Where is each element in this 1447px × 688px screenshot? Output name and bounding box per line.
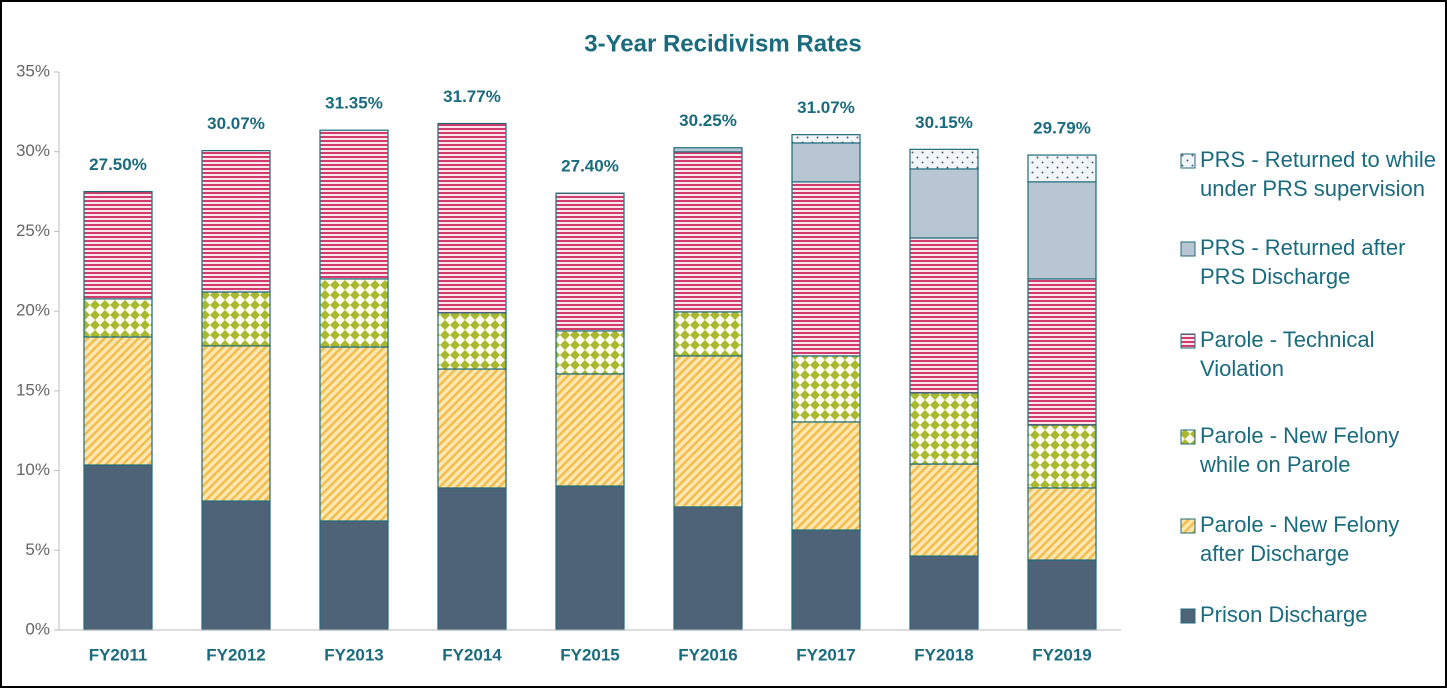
total-label: 30.07%: [207, 114, 265, 133]
x-tick-label: FY2012: [206, 645, 266, 664]
bar-segment: [437, 312, 507, 370]
bar-segment: [909, 392, 979, 465]
y-tick-label: 5%: [25, 540, 50, 559]
bar-segment: [83, 336, 153, 466]
bar-segment: [1027, 559, 1097, 631]
bar-segment: [673, 151, 743, 313]
bar-segment: [673, 311, 743, 357]
legend-label: Prison Discharge: [1200, 602, 1368, 627]
bar-segment: [83, 298, 153, 338]
bar-segment: [437, 487, 507, 631]
bar-segment: [201, 291, 271, 347]
bar-segment: [909, 237, 979, 394]
legend-label: Parole - Technical Violation: [1200, 327, 1375, 381]
legend-item: Parole - Technical Violation: [1180, 325, 1440, 383]
legend-swatch: [1180, 518, 1196, 534]
bar-segment: [319, 129, 389, 280]
x-tick-label: FY2019: [1032, 645, 1092, 664]
legend-label: Parole - New Felony while on Parole: [1200, 423, 1400, 477]
legend-swatch: [1180, 608, 1196, 624]
x-tick-label: FY2014: [442, 645, 502, 664]
y-tick-label: 35%: [16, 61, 50, 80]
legend-label: Parole - New Felony after Discharge: [1200, 512, 1400, 566]
legend-swatch: [1180, 153, 1196, 169]
legend-swatch: [1180, 333, 1196, 349]
bar-segment: [673, 147, 743, 153]
bar-segment: [791, 355, 861, 423]
bar-segment: [791, 142, 861, 183]
legend-swatch-rect: [1180, 241, 1196, 257]
x-tick-label: FY2018: [914, 645, 974, 664]
y-tick-label: 20%: [16, 301, 50, 320]
bar-segment: [437, 368, 507, 489]
legend-item: Prison Discharge: [1180, 600, 1440, 629]
bar-segment: [201, 500, 271, 631]
x-tick-label: FY2015: [560, 645, 620, 664]
x-tick-label: FY2016: [678, 645, 738, 664]
bar-segment: [319, 346, 389, 522]
y-tick-label: 0%: [25, 619, 50, 638]
bar-segment: [83, 190, 153, 300]
bar-segment: [791, 134, 861, 144]
total-label: 29.79%: [1033, 119, 1091, 138]
x-tick-label: FY2011: [89, 645, 148, 664]
total-label: 30.15%: [915, 113, 973, 132]
total-label: 31.35%: [325, 94, 383, 113]
bar-segment: [909, 555, 979, 631]
y-tick-label: 10%: [16, 460, 50, 479]
bar-segment: [1027, 424, 1097, 489]
bar-segment: [909, 148, 979, 170]
x-tick-label: FY2013: [324, 645, 384, 664]
total-label: 31.07%: [797, 98, 855, 117]
bar-segment: [791, 529, 861, 631]
legend-swatch-rect: [1180, 518, 1196, 534]
bar-segment: [673, 355, 743, 508]
chart-title: 3-Year Recidivism Rates: [584, 30, 862, 57]
bar-segment: [909, 168, 979, 239]
legend-label: PRS - Returned to while under PRS superv…: [1200, 147, 1436, 201]
bar-segment: [1027, 278, 1097, 426]
legend-swatch-rect: [1180, 608, 1196, 624]
bar-segment: [555, 192, 625, 332]
bar-segment: [1027, 154, 1097, 183]
bar-segment: [83, 464, 153, 631]
bar-segment: [791, 421, 861, 531]
legend-swatch: [1180, 241, 1196, 257]
total-label: 30.25%: [679, 111, 737, 130]
bar-segment: [437, 122, 507, 314]
x-tick-label: FY2017: [796, 645, 856, 664]
bar-segment: [555, 485, 625, 631]
y-tick-label: 15%: [16, 380, 50, 399]
bar-segment: [319, 278, 389, 348]
bar-segment: [555, 330, 625, 375]
bar-segment: [319, 520, 389, 631]
bar-segment: [555, 373, 625, 487]
bar-segment: [791, 181, 861, 357]
y-tick-label: 30%: [16, 141, 50, 160]
bar-segment: [1027, 487, 1097, 561]
bar-segment: [1027, 181, 1097, 280]
legend-item: PRS - Returned after PRS Discharge: [1180, 233, 1440, 291]
legend-swatch: [1180, 429, 1196, 445]
bar-segment: [201, 149, 271, 293]
total-label: 27.50%: [89, 155, 147, 174]
total-label: 31.77%: [443, 87, 501, 106]
legend-swatch-rect: [1180, 429, 1196, 445]
legend-swatch-rect: [1180, 333, 1196, 349]
total-label: 27.40%: [561, 157, 619, 176]
y-tick-label: 25%: [16, 221, 50, 240]
legend-label: PRS - Returned after PRS Discharge: [1200, 235, 1406, 289]
bar-segment: [909, 463, 979, 557]
bar-segment: [673, 506, 743, 631]
legend-item: Parole - New Felony after Discharge: [1180, 510, 1440, 568]
legend-swatch-rect: [1180, 153, 1196, 169]
legend-item: PRS - Returned to while under PRS superv…: [1180, 145, 1440, 203]
legend-item: Parole - New Felony while on Parole: [1180, 421, 1440, 479]
bar-segment: [201, 345, 271, 502]
